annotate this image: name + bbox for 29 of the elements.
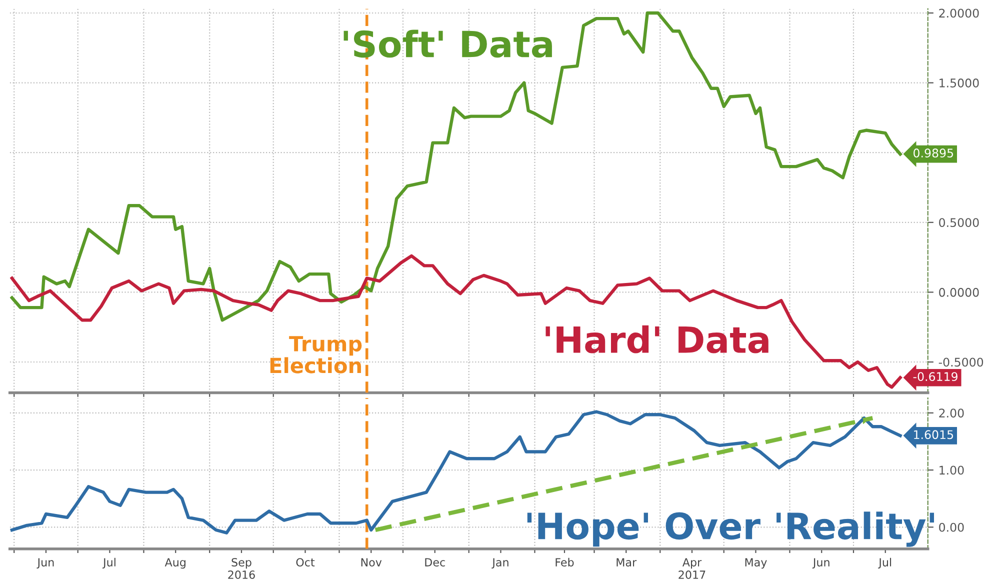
x-tick-label: Dec [425, 558, 445, 566]
y-tick-label: 2.0000 [939, 8, 979, 18]
series-label: 'Soft' Data [344, 30, 552, 58]
x-tick-label: Jan [492, 558, 508, 569]
y-tick-label: -0.5000 [938, 358, 984, 367]
data-label: -0.6119 [913, 372, 958, 382]
y-tick-label: 1.5000 [940, 78, 979, 88]
x-tick-label: Oct [296, 558, 315, 566]
y-tick-label: 1.00 [940, 466, 964, 475]
y-tick-label: 0.5000 [939, 218, 979, 228]
ref-line-label: Trump Election [270, 336, 362, 374]
y-tick-label: 2.00 [939, 408, 964, 418]
x-tick-label: May [745, 558, 767, 569]
x-tick-label: Aug [164, 558, 186, 569]
y-tick-label: 0.0000 [939, 288, 979, 297]
x-tick-label: Nov [361, 558, 382, 566]
x-tick-label: Apr 2017 [678, 558, 706, 579]
series-label: 'Hope' Over 'Reality' [527, 512, 934, 547]
data-label: 1.6015 [914, 430, 954, 440]
x-tick-label: Mar [616, 558, 637, 566]
data-label: 0.9895 [914, 148, 954, 158]
x-tick-label: Jun [36, 558, 54, 569]
x-tick-label: Jun [812, 558, 830, 569]
x-tick-label: Feb [556, 558, 574, 566]
x-tick-label: Jul [878, 558, 892, 569]
y-tick-label: 0.00 [939, 522, 964, 532]
x-tick-label: Sep 2016 [228, 558, 255, 579]
series-label: 'Hard' Data [546, 325, 768, 354]
x-tick-label: Jul [102, 558, 116, 569]
